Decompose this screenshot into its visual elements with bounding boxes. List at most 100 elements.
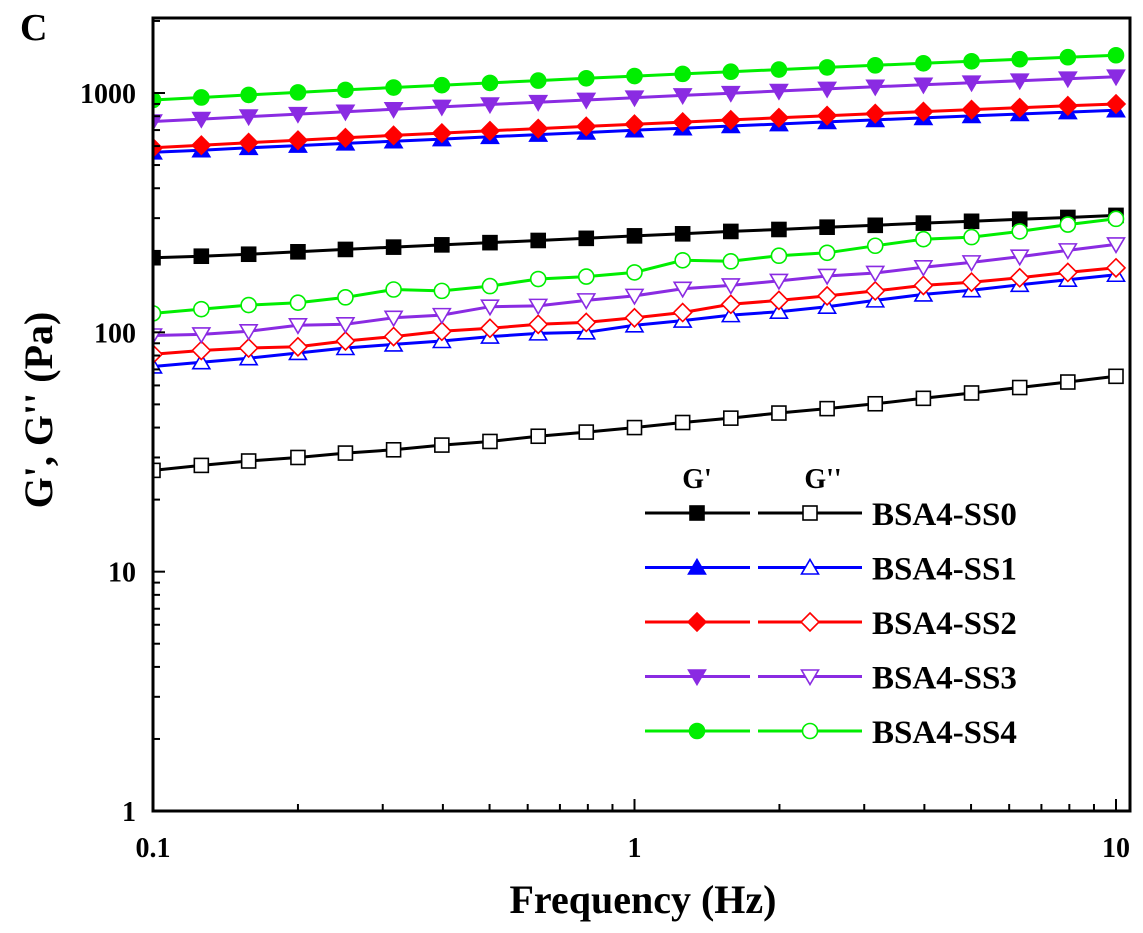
gprime-point-bsa4-ss3 <box>480 97 500 115</box>
gdoubleprime-point-bsa4-ss2 <box>1105 257 1127 278</box>
gdoubleprime-point-bsa4-ss4 <box>1011 223 1029 240</box>
gdoubleprime-point-bsa4-ss2 <box>383 326 404 347</box>
gdoubleprime-point-bsa4-ss1 <box>191 352 212 370</box>
gdoubleprime-point-bsa4-ss4 <box>963 228 980 246</box>
gdoubleprime-point-bsa4-ss0 <box>771 405 787 421</box>
gprime-point-bsa4-ss0 <box>290 244 306 260</box>
gdoubleprime-point-bsa4-ss2 <box>720 294 741 315</box>
gprime-point-bsa4-ss3 <box>672 88 693 106</box>
gdoubleprime-point-bsa4-ss4 <box>529 270 547 288</box>
gdoubleprime-point-bsa4-ss0 <box>915 390 932 407</box>
gprime-point-bsa4-ss3 <box>913 77 934 95</box>
gprime-point-bsa4-ss4 <box>481 74 499 92</box>
gdoubleprime-point-bsa4-ss3 <box>961 255 982 272</box>
gprime-point-bsa4-ss4 <box>626 67 643 85</box>
gprime-point-bsa4-ss4 <box>577 69 595 87</box>
gdoubleprime-point-bsa4-ss3 <box>576 293 597 310</box>
gdoubleprime-point-bsa4-ss4 <box>915 230 932 248</box>
gprime-point-bsa4-ss2 <box>191 135 212 156</box>
gprime-point-bsa4-ss2 <box>383 125 404 146</box>
gdoubleprime-point-bsa4-ss0 <box>193 457 210 474</box>
gprime-point-bsa4-ss0 <box>771 221 787 238</box>
gprime-point-bsa4-ss0 <box>153 249 161 266</box>
gdoubleprime-point-bsa4-ss0 <box>153 462 161 479</box>
gprime-point-bsa4-ss3 <box>238 109 259 127</box>
gdoubleprime-point-bsa4-ss2 <box>153 344 164 365</box>
gprime-point-bsa4-ss3 <box>961 75 982 93</box>
gprime-point-bsa4-ss0 <box>240 246 257 263</box>
gprime-point-bsa4-ss3 <box>335 104 356 122</box>
gdoubleprime-point-bsa4-ss4 <box>240 296 257 314</box>
gprime-point-bsa4-ss4 <box>337 81 354 99</box>
legend-header-filled: G' <box>682 464 712 495</box>
gdoubleprime-point-bsa4-ss4 <box>818 244 836 262</box>
gdoubleprime-point-bsa4-ss2 <box>431 321 452 342</box>
x-tick-label: 10 <box>1102 833 1130 864</box>
gdoubleprime-point-bsa4-ss0 <box>674 414 691 431</box>
gprime-point-bsa4-ss2 <box>528 118 549 139</box>
gdoubleprime-point-bsa4-ss2 <box>576 312 597 333</box>
gprime-point-bsa4-ss4 <box>770 61 788 78</box>
plot-content <box>153 46 1127 479</box>
gprime-point-bsa4-ss3 <box>576 92 597 110</box>
gdoubleprime-point-bsa4-ss0 <box>819 400 835 417</box>
gdoubleprime-point-bsa4-ss4 <box>674 251 691 269</box>
gdoubleprime-point-bsa4-ss0 <box>723 410 739 426</box>
gprime-point-bsa4-ss2 <box>1057 95 1078 116</box>
legend-marker-filled <box>687 669 707 687</box>
legend-marker-open <box>802 505 818 521</box>
gdoubleprime-point-bsa4-ss0 <box>626 419 643 436</box>
gprime-point-bsa4-ss4 <box>1107 46 1125 64</box>
gprime-point-bsa4-ss3 <box>528 94 549 112</box>
x-axis-title: Frequency (Hz) <box>510 877 777 922</box>
legend-marker-filled <box>686 611 708 633</box>
gprime-point-bsa4-ss4 <box>240 86 257 104</box>
gprime-point-bsa4-ss2 <box>335 127 356 148</box>
gdoubleprime-point-bsa4-ss3 <box>865 265 886 283</box>
gdoubleprime-point-bsa4-ss1 <box>769 302 789 319</box>
gdoubleprime-point-bsa4-ss0 <box>385 441 402 458</box>
gdoubleprime-point-bsa4-ss0 <box>337 445 354 461</box>
gdoubleprime-point-bsa4-ss3 <box>624 288 645 306</box>
gdoubleprime-point-bsa4-ss4 <box>481 277 499 295</box>
gdoubleprime-point-bsa4-ss0 <box>1011 379 1028 396</box>
gprime-point-bsa4-ss3 <box>1009 73 1030 91</box>
gprime-point-bsa4-ss3 <box>720 85 741 103</box>
x-tick-label: 0.1 <box>136 833 171 864</box>
gprime-point-bsa4-ss2 <box>720 109 741 131</box>
gprime-point-bsa4-ss0 <box>819 219 835 235</box>
gprime-point-bsa4-ss4 <box>289 84 307 101</box>
gprime-point-bsa4-ss4 <box>674 65 691 83</box>
gprime-point-bsa4-ss3 <box>865 79 886 97</box>
gdoubleprime-point-bsa4-ss4 <box>866 237 884 255</box>
gdoubleprime-point-bsa4-ss0 <box>1060 374 1076 390</box>
gprime-point-bsa4-ss2 <box>624 114 645 135</box>
gdoubleprime-point-bsa4-ss3 <box>335 317 356 334</box>
gdoubleprime-point-bsa4-ss3 <box>672 281 693 299</box>
gprime-point-bsa4-ss0 <box>385 239 402 255</box>
gprime-point-bsa4-ss2 <box>672 111 693 133</box>
panel-label: C <box>20 7 47 49</box>
gprime-point-bsa4-ss3 <box>769 83 789 101</box>
gdoubleprime-point-bsa4-ss4 <box>337 289 354 306</box>
legend-label: BSA4-SS4 <box>872 715 1017 751</box>
legend-label: BSA4-SS2 <box>872 606 1017 642</box>
gdoubleprime-point-bsa4-ss3 <box>480 299 500 317</box>
gdoubleprime-point-bsa4-ss2 <box>816 285 838 307</box>
gprime-point-bsa4-ss0 <box>723 223 739 240</box>
legend-marker-filled <box>688 722 706 740</box>
gdoubleprime-point-bsa4-ss3 <box>1009 249 1030 267</box>
gdoubleprime-point-bsa4-ss3 <box>1106 237 1126 254</box>
gdoubleprime-point-bsa4-ss2 <box>1057 262 1078 283</box>
gprime-point-bsa4-ss4 <box>529 72 547 89</box>
gprime-point-bsa4-ss0 <box>867 217 884 234</box>
legend-marker-open <box>799 611 821 633</box>
gdoubleprime-point-bsa4-ss0 <box>1108 368 1124 385</box>
y-tick-label: 10 <box>108 558 136 589</box>
gdoubleprime-point-bsa4-ss2 <box>528 314 549 335</box>
gprime-point-bsa4-ss4 <box>963 52 980 70</box>
gdoubleprime-point-bsa4-ss4 <box>433 282 451 300</box>
gprime-point-bsa4-ss0 <box>434 237 450 253</box>
gdoubleprime-point-bsa4-ss0 <box>530 428 547 445</box>
